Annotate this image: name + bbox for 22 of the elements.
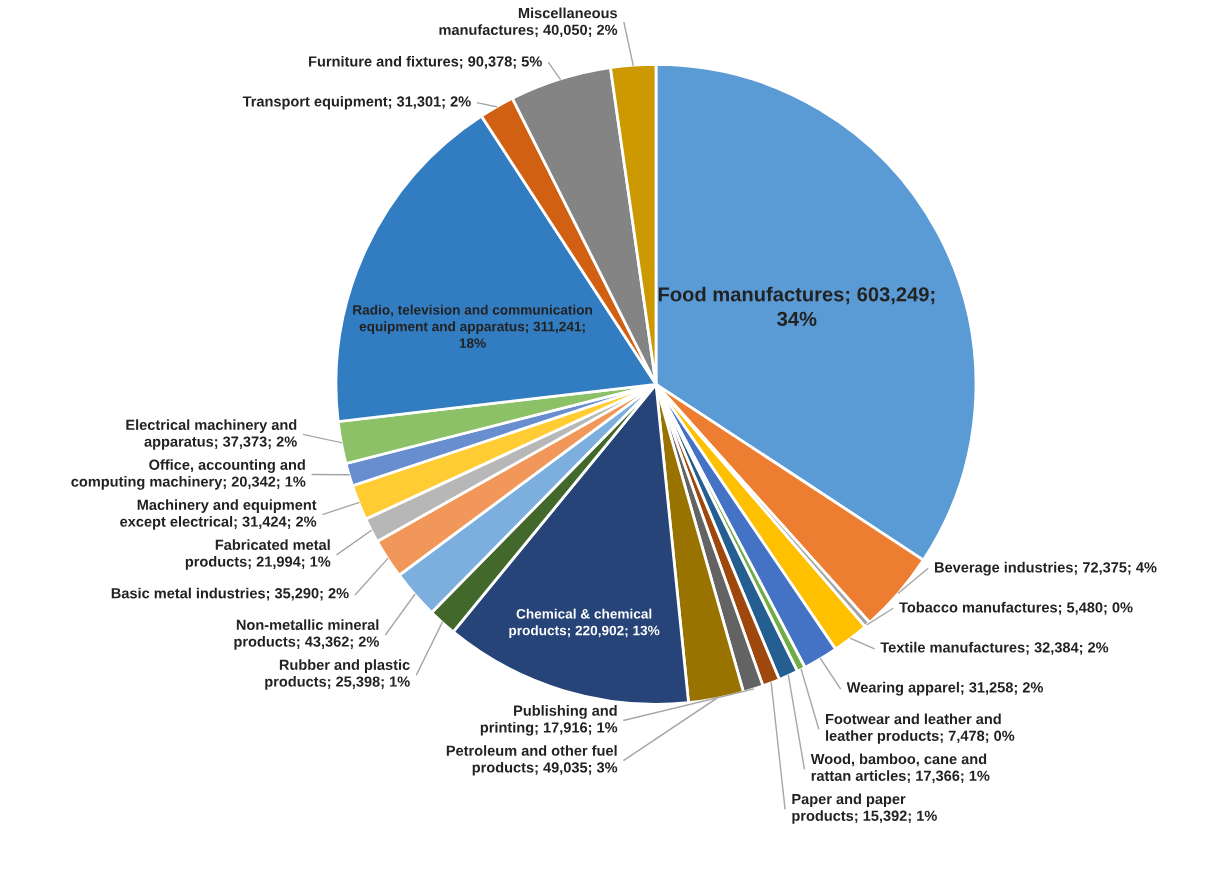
slice-label: Textile manufactures; 32,384; 2% — [880, 641, 1109, 655]
slice-label: Office, accounting and computing machinery; 20,342; 1% — [71, 459, 306, 490]
slice-label: Chemical & chemical products; 220,902; 13% — [509, 608, 660, 638]
slice-label: Food manufactures; 603,249; 34% — [658, 286, 935, 327]
slice-label: Beverage industries; 72,375; 4% — [935, 561, 1157, 576]
slice-label: Tobacco manufactures; 5,480; 0% — [899, 601, 1133, 615]
slice-label: Electrical machinery and apparatus; 37,373; 2% — [126, 419, 297, 450]
slice-label: Furniture and fixtures; 90,378; 5% — [309, 55, 542, 69]
slice-label: Footwear and leather and leather products; 7,478; 0% — [826, 713, 1015, 744]
slice-label: Wood, bamboo, cane and rattan articles; 17,366; 1% — [810, 753, 990, 784]
slice-label: Fabricated metal products; 21,994; 1% — [185, 539, 331, 570]
slice-label: Wearing apparel; 31,258; 2% — [846, 681, 1044, 696]
slice-label: Rubber and plastic products; 25,398; 1% — [265, 659, 410, 690]
slice-label: Non-metallic mineral products; 43,362; 2% — [234, 619, 379, 650]
slice-label: Radio, television and communication equipment and apparatus; 311,241; 18% — [353, 304, 592, 348]
slice-label: Miscellaneous manufactures; 40,050; 2% — [439, 7, 618, 38]
slice-label: Machinery and equipment except electrical; 31,424; 2% — [120, 499, 317, 530]
slice-label: Transport equipment; 31,301; 2% — [242, 95, 471, 110]
slice-label: Paper and paper products; 15,392; 1% — [792, 793, 937, 824]
slice-label: Basic metal industries; 35,290; 2% — [111, 587, 349, 601]
slice-label: Publishing and printing; 17,916; 1% — [480, 705, 618, 736]
slice-label: Petroleum and other fuel products; 49,035; 3% — [446, 745, 618, 776]
